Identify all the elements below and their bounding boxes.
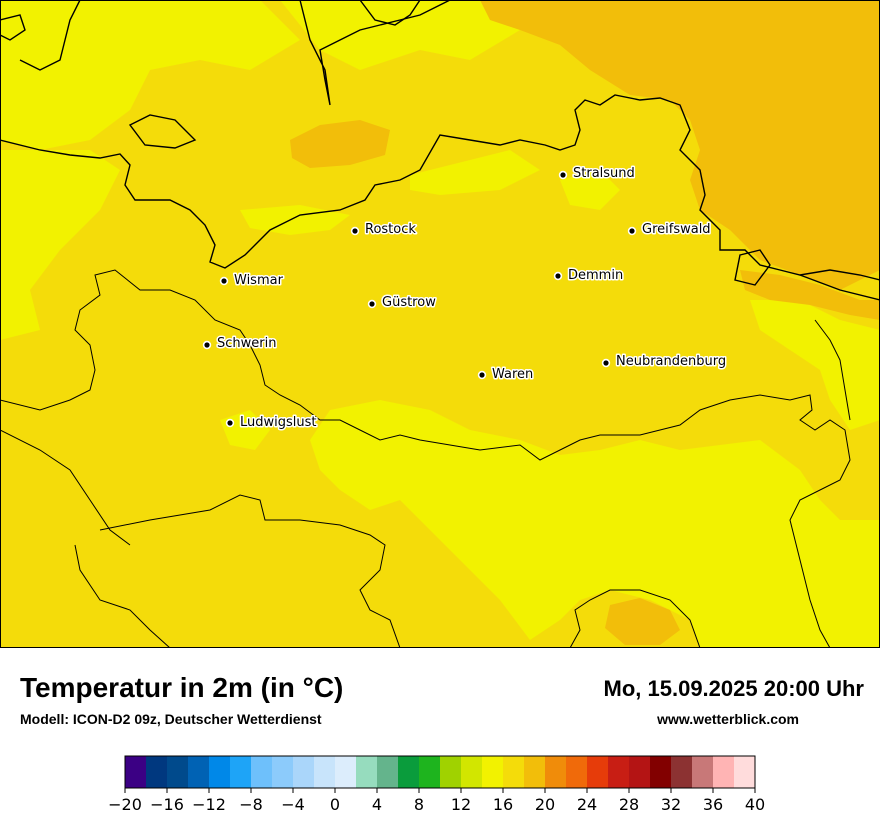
legend-swatch (461, 756, 483, 788)
color-legend: −20 −16 −12 −8 −4 0 4 8 12 16 20 24 28 32 36 40 (108, 755, 765, 814)
temperature-map: Stralsund Rostock Greifswald Wismar Demm… (0, 0, 880, 648)
svg-text:Neubrandenburg: Neubrandenburg (616, 354, 726, 369)
legend-swatches (124, 755, 756, 789)
legend-tick-label: 36 (703, 795, 723, 814)
svg-text:Wismar: Wismar (234, 273, 284, 288)
legend-tick-label: 12 (451, 795, 471, 814)
city-waren: Waren (477, 366, 535, 384)
legend-swatch (314, 756, 336, 788)
map-footer: Temperatur in 2m (in °C) Modell: ICON-D2… (0, 648, 880, 830)
legend-swatch (503, 756, 525, 788)
legend-swatch (293, 756, 315, 788)
legend-tick-label: −4 (281, 795, 305, 814)
city-guestrow: Güstrow (367, 294, 438, 312)
legend-swatch (440, 756, 462, 788)
website-link[interactable]: www.wetterblick.com (657, 711, 799, 727)
legend-swatch (629, 756, 651, 788)
legend-swatch (650, 756, 672, 788)
legend-tick-label: −12 (192, 795, 226, 814)
legend-swatch (272, 756, 294, 788)
svg-text:Waren: Waren (492, 367, 533, 382)
legend-swatch (188, 756, 210, 788)
map-title: Temperatur in 2m (in °C) (20, 672, 344, 703)
legend-swatch (419, 756, 441, 788)
legend-swatch (545, 756, 567, 788)
legend-tick-label: 28 (619, 795, 639, 814)
legend-tick-label: 16 (493, 795, 513, 814)
city-demmin: Demmin (553, 267, 625, 285)
legend-ticks: −20 −16 −12 −8 −4 0 4 8 12 16 20 24 28 32 36 40 (108, 788, 765, 814)
region-18-20 (290, 0, 880, 645)
city-neubrandenburg: Neubrandenburg (601, 353, 728, 371)
legend-tick-label: −20 (108, 795, 142, 814)
svg-text:Greifswald: Greifswald (642, 222, 711, 237)
legend-tick-label: 4 (372, 795, 382, 814)
legend-swatch (608, 756, 630, 788)
legend-frame (124, 755, 756, 789)
city-rostock: Rostock (350, 221, 418, 239)
legend-swatch (356, 756, 378, 788)
legend-tick-label: −8 (239, 795, 263, 814)
legend-swatch (692, 756, 714, 788)
legend-swatch (230, 756, 252, 788)
legend-swatch (524, 756, 546, 788)
legend-tick-label: 24 (577, 795, 597, 814)
coastlines (0, 0, 880, 301)
city-schwerin: Schwerin (202, 335, 278, 353)
legend-tick-label: 0 (330, 795, 340, 814)
svg-text:Schwerin: Schwerin (217, 336, 276, 351)
legend-tick-label: −16 (150, 795, 184, 814)
model-info: Modell: ICON-D2 09z, Deutscher Wetterdie… (20, 711, 322, 727)
legend-swatch (398, 756, 420, 788)
legend-swatch (377, 756, 399, 788)
legend-swatch (125, 756, 147, 788)
legend-swatch (335, 756, 357, 788)
legend-swatch (734, 756, 756, 788)
city-stralsund: Stralsund (558, 165, 636, 183)
legend-swatch (713, 756, 735, 788)
legend-swatch (146, 756, 168, 788)
city-ludwigslust: Ludwigslust (225, 414, 318, 432)
legend-swatch (566, 756, 588, 788)
city-markers: Stralsund Rostock Greifswald Wismar Demm… (202, 165, 728, 432)
legend-swatch (671, 756, 693, 788)
legend-tick-label: 20 (535, 795, 555, 814)
city-wismar: Wismar (219, 272, 285, 290)
legend-tick-label: 8 (414, 795, 424, 814)
svg-text:Güstrow: Güstrow (382, 295, 436, 310)
legend-tick-label: 32 (661, 795, 681, 814)
svg-text:Demmin: Demmin (568, 268, 623, 283)
legend-swatch (167, 756, 189, 788)
city-greifswald: Greifswald (627, 221, 712, 239)
legend-swatch (209, 756, 231, 788)
borders (0, 269, 851, 648)
legend-swatch (482, 756, 504, 788)
svg-text:Ludwigslust: Ludwigslust (240, 415, 317, 430)
forecast-datetime: Mo, 15.09.2025 20:00 Uhr (603, 676, 864, 701)
region-14-16 (0, 0, 880, 648)
legend-tick-label: 40 (745, 795, 765, 814)
legend-swatch (587, 756, 609, 788)
svg-text:Stralsund: Stralsund (573, 166, 635, 181)
legend-swatch (251, 756, 273, 788)
svg-text:Rostock: Rostock (365, 222, 416, 237)
